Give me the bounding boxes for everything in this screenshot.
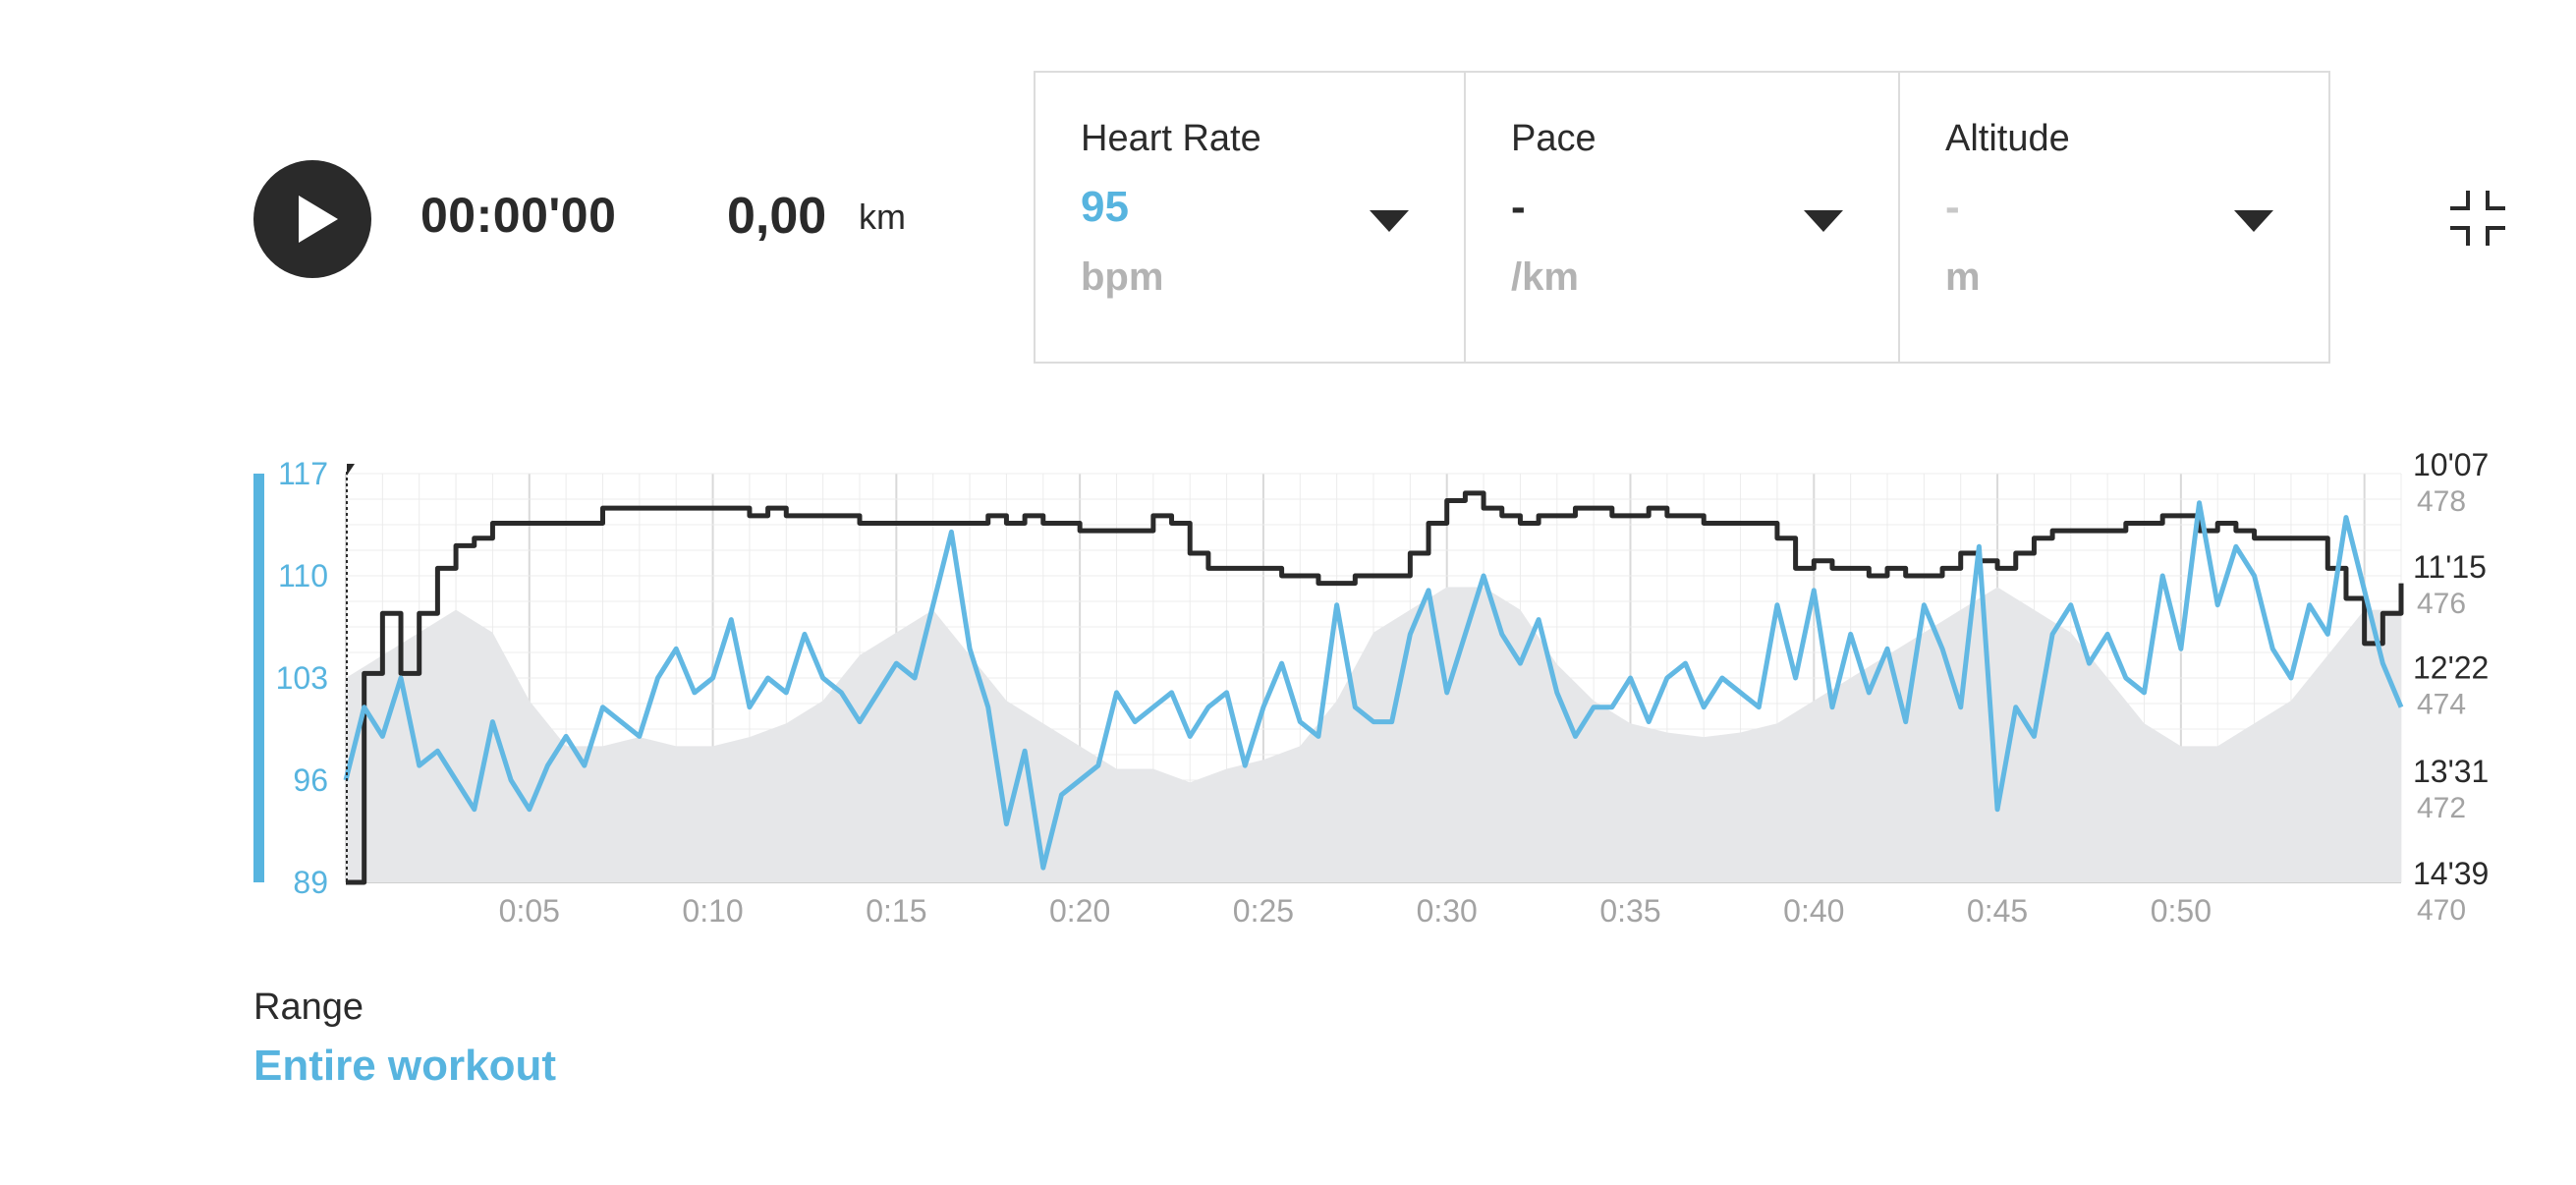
y-left-tick-label: 103 bbox=[276, 660, 328, 696]
elapsed-time: 00:00'00 bbox=[420, 188, 617, 243]
metric-title: Altitude bbox=[1945, 118, 2070, 159]
x-tick-label: 0:35 bbox=[1599, 893, 1660, 929]
x-tick-label: 0:05 bbox=[499, 893, 560, 929]
x-tick-label: 0:25 bbox=[1233, 893, 1294, 929]
y-right-pace-tick-label: 10'07 bbox=[2413, 447, 2489, 482]
range-label: Range bbox=[253, 987, 364, 1028]
x-tick-label: 0:10 bbox=[682, 893, 743, 929]
metric-unit: bpm bbox=[1081, 255, 1164, 299]
metric-value: - bbox=[1945, 183, 1960, 231]
y-right-pace-tick-label: 12'22 bbox=[2413, 649, 2489, 685]
metric-value: - bbox=[1511, 183, 1526, 231]
playhead-marker[interactable] bbox=[347, 464, 355, 476]
x-tick-label: 0:15 bbox=[866, 893, 926, 929]
metric-title: Pace bbox=[1511, 118, 1596, 159]
altitude-area bbox=[346, 587, 2401, 882]
y-left-tick-label: 89 bbox=[293, 865, 328, 900]
metrics-selector: Heart Rate 95 bpm Pace - /km Altitude - … bbox=[1034, 71, 2330, 364]
x-tick-label: 0:30 bbox=[1417, 893, 1478, 929]
chevron-down-icon[interactable] bbox=[1804, 210, 1843, 232]
metric-unit: m bbox=[1945, 255, 1981, 299]
y-left-tick-label: 110 bbox=[278, 558, 328, 593]
y-right-pace-tick-label: 11'15 bbox=[2413, 549, 2487, 585]
range-selector[interactable]: Entire workout bbox=[253, 1042, 557, 1090]
metric-value: 95 bbox=[1081, 183, 1129, 231]
workout-chart[interactable]: 0:05 0:10 0:15 0:20 0:25 0:30 0:35 0:40 0:45 0:50… bbox=[0, 432, 2576, 933]
x-tick-label: 0:40 bbox=[1783, 893, 1844, 929]
collapse-icon[interactable] bbox=[2446, 187, 2509, 250]
pace-line bbox=[346, 490, 2404, 885]
metric-unit: /km bbox=[1511, 255, 1579, 299]
left-axis-bar bbox=[253, 474, 264, 882]
y-right-altitude-tick-label: 478 bbox=[2417, 485, 2466, 518]
x-tick-label: 0:50 bbox=[2151, 893, 2212, 929]
x-tick-label: 0:20 bbox=[1049, 893, 1110, 929]
play-button[interactable] bbox=[253, 160, 371, 278]
y-left-tick-label: 117 bbox=[278, 456, 328, 491]
chevron-down-icon[interactable] bbox=[1370, 210, 1409, 232]
metric-pace[interactable]: Pace - /km bbox=[1464, 73, 1898, 362]
y-right-altitude-tick-label: 474 bbox=[2417, 688, 2466, 720]
metric-title: Heart Rate bbox=[1081, 118, 1261, 159]
y-right-altitude-tick-label: 470 bbox=[2417, 894, 2466, 927]
play-icon bbox=[299, 196, 338, 243]
y-right-altitude-tick-label: 472 bbox=[2417, 792, 2466, 824]
chevron-down-icon[interactable] bbox=[2234, 210, 2273, 232]
distance-value: 0,00 bbox=[727, 188, 827, 245]
y-left-tick-label: 96 bbox=[293, 762, 328, 798]
x-tick-label: 0:45 bbox=[1967, 893, 2028, 929]
heart-rate-line bbox=[343, 500, 2404, 871]
metric-heart-rate[interactable]: Heart Rate 95 bpm bbox=[1036, 73, 1464, 362]
y-right-pace-tick-label: 13'31 bbox=[2413, 754, 2489, 789]
y-right-pace-tick-label: 14'39 bbox=[2413, 856, 2489, 891]
metric-altitude[interactable]: Altitude - m bbox=[1898, 73, 2328, 362]
distance-unit: km bbox=[859, 197, 906, 237]
y-right-altitude-tick-label: 476 bbox=[2417, 588, 2466, 620]
